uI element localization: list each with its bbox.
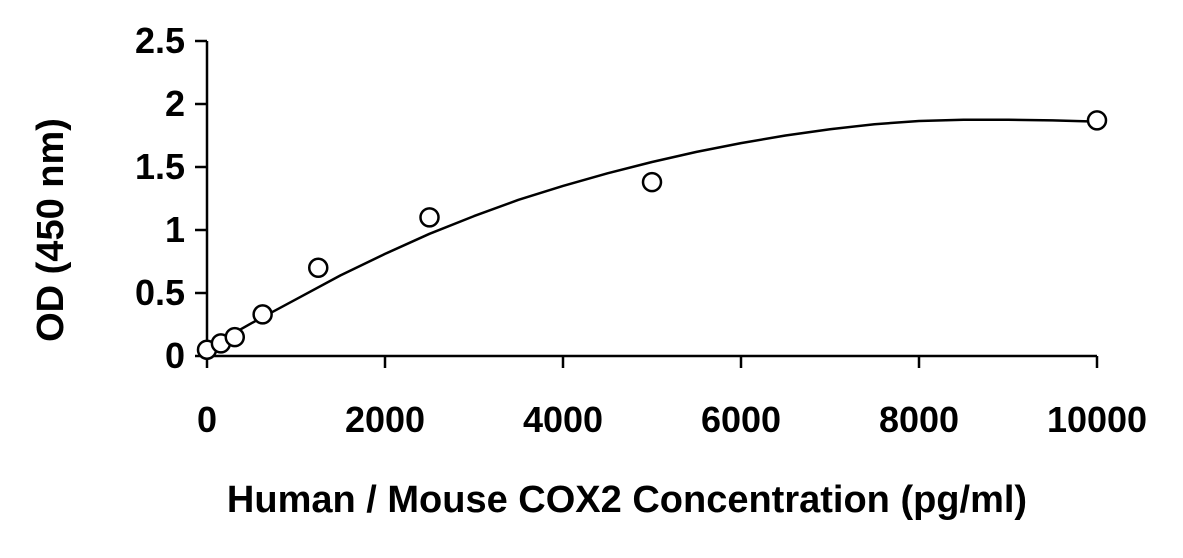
y-tick-label: 2 [165,83,185,124]
data-point [308,257,329,279]
tick-labels: 0 0.5 1 1.5 2 2.5 0 2000 4000 6000 8000 10000 [135,20,1147,440]
x-tick-label: 2000 [345,399,425,440]
trendline-layer [206,118,1098,350]
y-tick-label: 1.5 [135,146,185,187]
y-tick-label: 2.5 [135,20,185,61]
x-tick-label: 6000 [701,399,781,440]
x-tick-label: 4000 [523,399,603,440]
y-tick-label: 0 [165,335,185,376]
x-tick-label: 0 [197,399,217,440]
data-point [641,171,663,193]
y-tick-label: 0.5 [135,272,185,313]
data-point [224,326,246,348]
y-axis-title: OD (450 nm) [30,118,72,342]
axes [195,39,1099,368]
data-points [196,110,1108,360]
x-tick-label: 10000 [1047,399,1147,440]
x-axis-title: Human / Mouse COX2 Concentration (pg/ml) [227,479,1027,521]
x-tick-label: 8000 [879,399,959,440]
data-point [252,304,273,325]
data-point [1086,110,1108,131]
data-point [419,207,440,228]
y-tick-label: 1 [165,209,185,250]
trendline [206,118,1098,350]
